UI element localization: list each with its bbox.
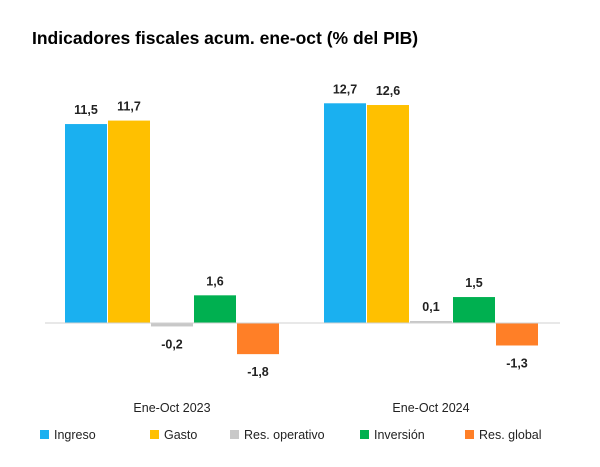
- category-label: Ene-Oct 2023: [133, 401, 210, 415]
- data-label: 1,5: [465, 276, 482, 290]
- bar-ingreso-1: [65, 124, 107, 323]
- legend-swatch: [230, 430, 239, 439]
- data-label: -1,3: [506, 356, 528, 370]
- bar-gasto-2: [367, 105, 409, 324]
- data-label: 11,5: [74, 103, 98, 117]
- legend-swatch: [360, 430, 369, 439]
- legend-label: Ingreso: [54, 428, 96, 442]
- bar-res-global-2: [496, 323, 538, 346]
- bar-inversi-n-1: [194, 295, 236, 323]
- data-label: 12,6: [376, 84, 400, 98]
- legend-swatch: [40, 430, 49, 439]
- bar-gasto-1: [108, 120, 150, 323]
- bar-res-operativo-1: [151, 323, 193, 327]
- data-label: 1,6: [206, 274, 223, 288]
- legend-label: Gasto: [164, 428, 197, 442]
- legend-label: Res. global: [479, 428, 542, 442]
- legend-swatch: [150, 430, 159, 439]
- bar-res-operativo-2: [410, 321, 452, 323]
- legend-swatch: [465, 430, 474, 439]
- bar-res-global-1: [237, 323, 279, 355]
- data-label: 12,7: [333, 82, 357, 96]
- bar-ingreso-2: [324, 103, 366, 323]
- legend-label: Inversión: [374, 428, 425, 442]
- data-label: 11,7: [117, 100, 141, 114]
- data-label: -0,2: [161, 337, 183, 351]
- bar-inversi-n-2: [453, 297, 495, 323]
- legend-label: Res. operativo: [244, 428, 325, 442]
- data-label: -1,8: [247, 365, 269, 379]
- chart-title: Indicadores fiscales acum. ene-oct (% de…: [32, 28, 419, 48]
- data-label: 0,1: [422, 300, 439, 314]
- category-label: Ene-Oct 2024: [392, 401, 469, 415]
